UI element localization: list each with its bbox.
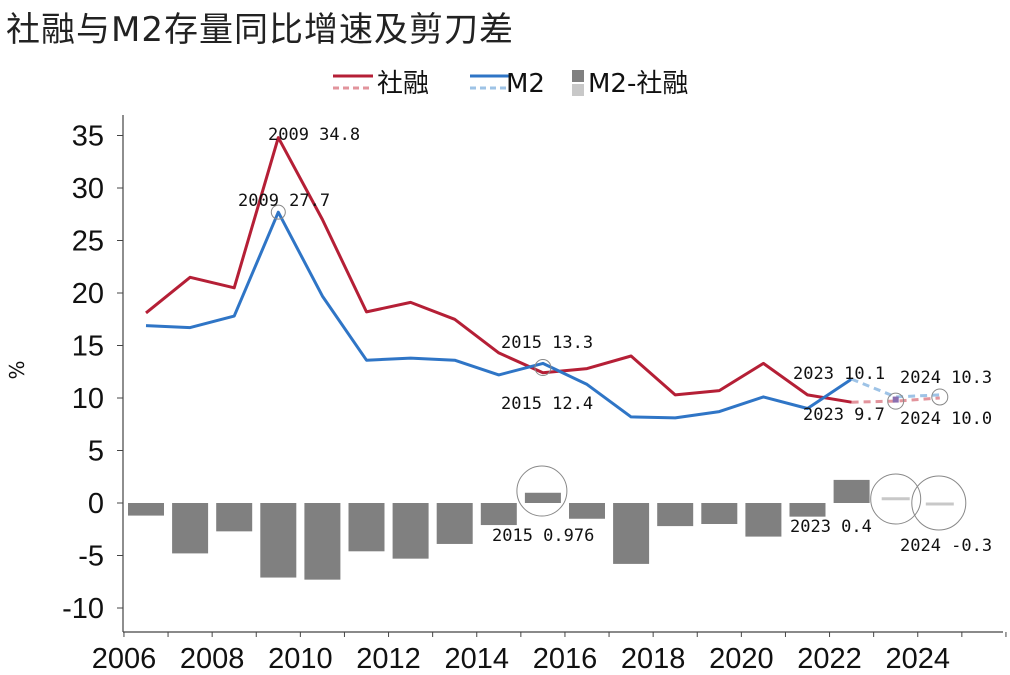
line-m2: [145, 210, 853, 420]
line-shrong: [145, 136, 852, 404]
x-tick-label: 2016: [533, 643, 598, 675]
axes: 35 30 25 20 15 10 5 0 -5 -10 2006 2008 2010 2012 2014 2…: [5, 115, 1007, 675]
annotation-label: 2009 27.7: [238, 191, 330, 211]
legend-swatch-gap-light: [572, 84, 584, 96]
annotation-label: 2015 13.3: [501, 333, 593, 353]
x-tick-label: 2014: [444, 643, 509, 675]
y-tick-label: -5: [78, 541, 104, 573]
bar-gap: [436, 503, 473, 544]
annotation-label: 2023 10.1: [793, 364, 885, 384]
y-tick-label: 20: [72, 278, 104, 310]
annotation-label: 2015 0.976: [492, 526, 594, 546]
highlight-circle: [534, 359, 552, 377]
line-shrong-forecast: [851, 396, 940, 404]
bar-gap: [524, 492, 561, 503]
bar-gap: [304, 503, 341, 580]
y-tick-label: 35: [72, 121, 104, 153]
annotation-label: 2015 12.4: [501, 394, 593, 414]
legend-label-gap: M2-社融: [588, 69, 688, 99]
x-tick-label: 2012: [356, 643, 421, 675]
x-tick-label: 2018: [621, 643, 686, 675]
chart-title: 社融与M2存量同比增速及剪刀差: [6, 10, 514, 50]
y-axis-label: %: [5, 360, 29, 379]
highlight-circle: [870, 473, 922, 525]
highlight-circle: [270, 204, 286, 220]
y-tick-label: 30: [72, 173, 104, 205]
y-tick-label: 15: [72, 331, 104, 363]
bar-gap: [569, 503, 605, 519]
annotations: 2009 34.8 2009 27.7 2015 13.3 2015 12.4 2015…: [238, 125, 992, 556]
bar-gap: [260, 503, 297, 578]
y-tick-label: 25: [72, 226, 104, 258]
bar-series: [128, 479, 954, 580]
overlap-marker: [892, 396, 899, 403]
legend-label-shrong: 社融: [377, 69, 429, 99]
bar-gap: [789, 503, 826, 517]
x-tick-label: 2006: [92, 643, 157, 675]
legend-label-m2: M2: [506, 69, 545, 99]
bar-gap: [348, 503, 385, 552]
x-tick-label: 2020: [709, 643, 774, 675]
legend-swatch-gap: [572, 70, 584, 82]
y-tick-label: 5: [88, 436, 104, 468]
x-tick-label: 2024: [885, 643, 950, 675]
annotation-label: 2023 9.7: [803, 405, 885, 425]
bar-gap: [128, 503, 164, 516]
bar-gap: [216, 503, 253, 532]
bar-gap: [701, 503, 738, 524]
bar-gap: [392, 503, 429, 559]
bar-gap: [613, 503, 650, 564]
x-tick-label: 2008: [180, 643, 245, 675]
x-tick-label: 2022: [797, 643, 862, 675]
y-tick-label: 0: [88, 488, 104, 520]
highlight-circle: [516, 465, 568, 517]
line-series: [145, 136, 940, 420]
annotation-label: 2024 10.0: [900, 409, 992, 429]
annotation-label: 2024 10.3: [900, 368, 992, 388]
annotation-label: 2024 -0.3: [900, 536, 992, 556]
highlight-circle: [931, 388, 949, 406]
legend: 社融 M2 M2-社融: [333, 69, 688, 99]
bar-gap: [172, 503, 209, 554]
highlight-circle: [887, 392, 905, 410]
bar-gap: [480, 503, 517, 526]
y-tick-label: 10: [72, 383, 104, 415]
bar-gap: [745, 503, 782, 537]
line-m2-forecast: [851, 377, 940, 399]
y-tick-label: -10: [62, 593, 104, 625]
highlight-circle: [911, 475, 967, 531]
bar-gap: [657, 503, 694, 527]
bar-gap: [833, 479, 870, 503]
annotation-label: 2009 34.8: [268, 125, 360, 145]
x-tick-label: 2010: [268, 643, 333, 675]
annotation-label: 2023 0.4: [790, 517, 872, 537]
